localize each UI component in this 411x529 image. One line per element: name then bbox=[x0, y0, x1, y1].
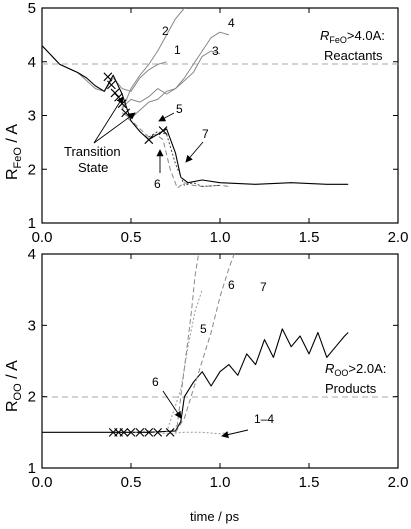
transition-state-arrow-2 bbox=[93, 112, 136, 144]
curve-label-7: 7 bbox=[202, 127, 209, 141]
transition-state-label-line1: Transition bbox=[64, 144, 121, 159]
transition-state-marks bbox=[108, 427, 175, 437]
y-axis-label-main: R bbox=[4, 168, 21, 180]
curve-label-5: 5 bbox=[200, 322, 207, 336]
x-tick-label: 0.5 bbox=[121, 229, 142, 246]
transition-state-marks bbox=[103, 72, 168, 145]
curve-label-1-4-arrow bbox=[221, 429, 249, 439]
series-line bbox=[169, 253, 200, 433]
x-tick-label: 1.0 bbox=[210, 474, 231, 491]
series-line bbox=[41, 45, 167, 92]
x-axis-label: time / ps bbox=[190, 509, 240, 524]
series-line bbox=[121, 7, 185, 111]
products-label-line1: ROO>2.0A: bbox=[325, 361, 386, 378]
y-tick-label: 2 bbox=[28, 389, 36, 406]
y-axis-label: RFeO / A bbox=[4, 124, 24, 180]
curve-label-2: 2 bbox=[162, 24, 169, 38]
series-group bbox=[41, 7, 349, 189]
y-axis-label-sub: OO bbox=[12, 383, 24, 401]
reactants-label-main: R bbox=[320, 28, 329, 43]
series-line bbox=[41, 45, 349, 185]
series-line bbox=[130, 430, 229, 435]
products-label-rest: >2.0A: bbox=[348, 361, 386, 376]
y-axis-label-sub: FeO bbox=[12, 147, 24, 169]
transition-state-mark bbox=[144, 135, 154, 145]
curve-label-6-arrow bbox=[162, 390, 182, 419]
transition-state-arrow-1 bbox=[93, 96, 124, 144]
plot-frame bbox=[41, 253, 399, 469]
y-tick-label: 3 bbox=[28, 317, 36, 334]
transition-state-mark bbox=[119, 427, 129, 437]
x-tick-label: 1.5 bbox=[299, 229, 320, 246]
curve-label-1-4: 1–4 bbox=[254, 412, 274, 426]
reactants-label-line1: RFeO>4.0A: bbox=[320, 28, 385, 45]
y-axis-label-unit: / A bbox=[4, 124, 21, 147]
x-tick-label: 2.0 bbox=[388, 474, 409, 491]
series-line bbox=[175, 253, 235, 433]
reactants-label-rest: >4.0A: bbox=[347, 28, 385, 43]
curve-label-5: 5 bbox=[176, 102, 183, 116]
products-label-line2: Products bbox=[325, 381, 377, 396]
curve-label-7: 7 bbox=[260, 280, 267, 294]
transition-state-label-line2: State bbox=[78, 160, 108, 175]
reactants-label-line2: Reactants bbox=[324, 48, 383, 63]
y-axis-label: ROO / A bbox=[4, 360, 24, 412]
transition-state-mark bbox=[107, 80, 116, 90]
x-tick-label: 1.0 bbox=[210, 229, 231, 246]
x-tick-label: 0.0 bbox=[32, 474, 53, 491]
curve-label-5-arrow bbox=[158, 112, 175, 122]
series-line bbox=[121, 31, 230, 119]
curve-label-6: 6 bbox=[152, 375, 159, 389]
series-line bbox=[121, 50, 221, 108]
series-group bbox=[42, 253, 349, 435]
y-tick-label: 5 bbox=[28, 0, 36, 17]
x-tick-label: 0.5 bbox=[121, 474, 142, 491]
curve-label-3: 3 bbox=[212, 44, 219, 58]
transition-state-mark bbox=[135, 427, 145, 437]
x-axis: 0.0 0.5 1.0 1.5 2.0 bbox=[32, 254, 409, 491]
y-axis-label-unit: / A bbox=[4, 360, 21, 383]
series-line bbox=[42, 328, 349, 433]
x-tick-label: 0.0 bbox=[32, 229, 53, 246]
y-tick-label: 4 bbox=[28, 246, 36, 263]
curve-label-6-upper: 6 bbox=[228, 278, 235, 292]
x-tick-label: 2.0 bbox=[388, 229, 409, 246]
x-tick-label: 1.5 bbox=[299, 474, 320, 491]
products-label-main: R bbox=[325, 361, 334, 376]
curve-label-6: 6 bbox=[154, 177, 161, 191]
series-line bbox=[166, 289, 203, 433]
curve-label-7-arrow bbox=[185, 141, 204, 163]
y-tick-label: 3 bbox=[28, 108, 36, 125]
transition-state-mark bbox=[158, 126, 168, 135]
reactants-label-sub: FeO bbox=[329, 35, 347, 45]
transition-state-mark bbox=[165, 427, 175, 437]
y-tick-label: 1 bbox=[28, 215, 36, 232]
series-line bbox=[127, 117, 229, 189]
x-axis: 0.0 0.5 1.0 1.5 2.0 bbox=[32, 8, 409, 246]
y-tick-label: 4 bbox=[28, 54, 36, 71]
curve-label-4: 4 bbox=[228, 16, 235, 30]
products-label-sub: OO bbox=[334, 368, 348, 378]
transition-state-mark bbox=[144, 427, 154, 437]
transition-state-mark bbox=[126, 427, 136, 437]
curve-label-1: 1 bbox=[174, 43, 181, 57]
y-tick-label: 2 bbox=[28, 161, 36, 178]
y-axis-label-main: R bbox=[4, 400, 21, 412]
y-axis: 1 2 3 4 bbox=[28, 246, 398, 477]
y-tick-label: 1 bbox=[28, 460, 36, 477]
transition-state-mark bbox=[103, 72, 113, 82]
transition-state-mark bbox=[153, 427, 163, 437]
